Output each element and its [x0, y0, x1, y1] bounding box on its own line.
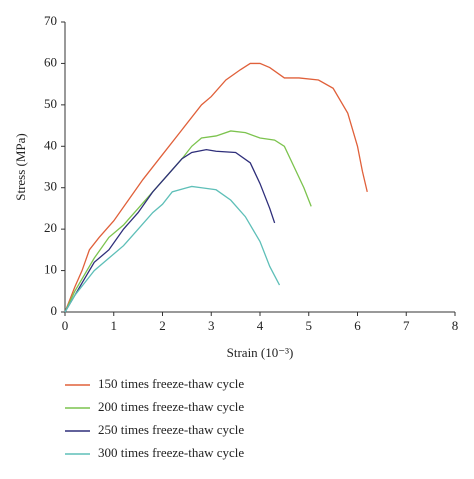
legend-label: 250 times freeze-thaw cycle	[98, 422, 244, 437]
y-tick-label: 40	[44, 137, 57, 152]
series-line	[64, 62, 368, 313]
legend-label: 150 times freeze-thaw cycle	[98, 376, 244, 391]
y-tick-label: 0	[51, 303, 58, 318]
x-tick-label: 7	[403, 318, 410, 333]
x-axis-label: Strain (10⁻³)	[227, 345, 294, 360]
x-tick-label: 0	[62, 318, 69, 333]
y-axis-label: Stress (MPa)	[13, 133, 28, 201]
series-line	[64, 130, 312, 313]
legend-label: 300 times freeze-thaw cycle	[98, 445, 244, 460]
x-tick-label: 3	[208, 318, 215, 333]
y-tick-label: 50	[44, 96, 57, 111]
y-tick-label: 60	[44, 54, 57, 69]
x-tick-label: 5	[306, 318, 313, 333]
y-tick-label: 70	[44, 13, 57, 28]
x-tick-label: 2	[159, 318, 166, 333]
y-tick-label: 20	[44, 220, 57, 235]
y-tick-label: 30	[44, 179, 57, 194]
series-line	[64, 148, 276, 313]
x-tick-label: 1	[111, 318, 118, 333]
series-line	[64, 185, 281, 313]
y-tick-label: 10	[44, 262, 57, 277]
x-tick-label: 8	[452, 318, 459, 333]
legend-label: 200 times freeze-thaw cycle	[98, 399, 244, 414]
x-tick-label: 4	[257, 318, 264, 333]
x-tick-label: 6	[354, 318, 361, 333]
